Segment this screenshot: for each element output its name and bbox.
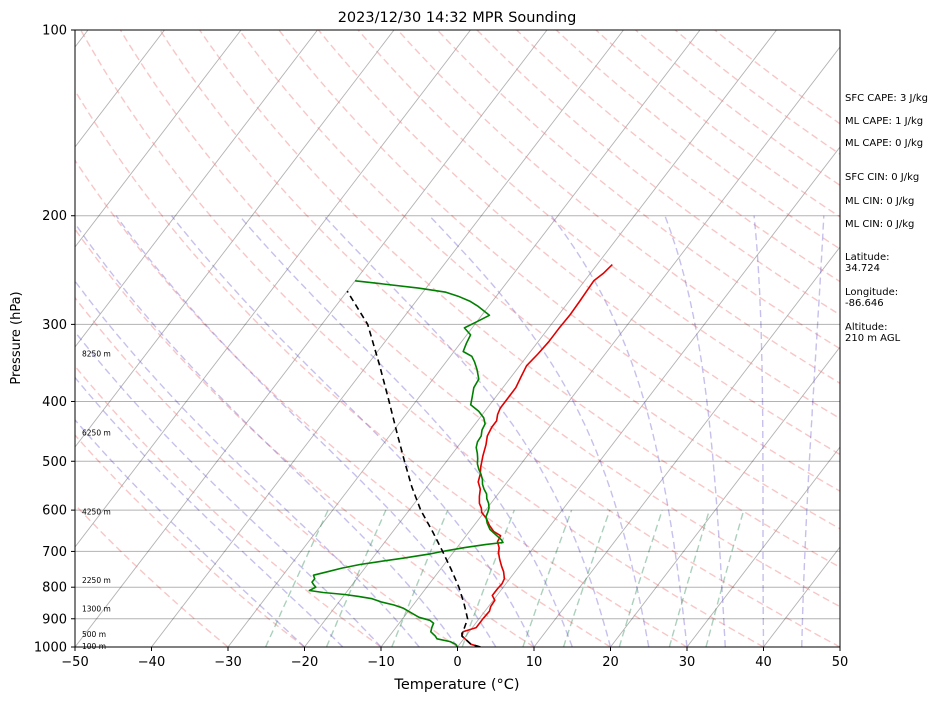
isotherm-line [0, 30, 165, 647]
mixing-ratio-line [669, 510, 709, 647]
y-tick-label: 400 [42, 395, 67, 410]
moist-adiabat-line [754, 216, 763, 647]
x-tick-label: 10 [526, 655, 543, 670]
y-axis-label: Pressure (hPa) [9, 291, 24, 384]
height-label: 2250 m [82, 576, 111, 585]
ml-cape-text: ML CAPE: 1 J/kg [845, 116, 923, 127]
dry-adiabat-line [41, 30, 687, 647]
y-tick-label: 300 [42, 318, 67, 333]
dry-adiabat-line [239, 30, 947, 647]
y-tick-label: 600 [42, 504, 67, 519]
isobar-gridlines [75, 30, 840, 647]
height-label: 100 m [82, 642, 106, 651]
longitude-text: Longitude: -86.646 [845, 287, 898, 309]
ml-cape-text-2: ML CAPE: 0 J/kg [845, 138, 923, 149]
ml-cin-text-2: ML CIN: 0 J/kg [845, 219, 914, 230]
y-tick-label: 700 [42, 545, 67, 560]
isotherm-line [152, 30, 624, 647]
y-tick-label: 800 [42, 581, 67, 596]
y-tick-label: 100 [42, 24, 67, 39]
isotherm-line [381, 30, 853, 647]
mixing-ratio-line [266, 510, 329, 647]
moist-adiabat-line [70, 216, 458, 647]
x-tick-label: −20 [291, 655, 318, 670]
moist-adiabat-line [665, 216, 725, 647]
dry-adiabat-line [2, 30, 611, 647]
mixing-ratio-line [392, 510, 448, 647]
reference-lines [0, 30, 947, 647]
x-tick-label: −30 [214, 655, 241, 670]
ml-cin-text: ML CIN: 0 J/kg [845, 196, 914, 207]
dry-adiabat-line [120, 30, 840, 647]
dry-adiabat-line [200, 30, 947, 647]
y-tick-label: 900 [42, 612, 67, 627]
x-tick-label: 0 [453, 655, 461, 670]
temperature-profile-line [462, 265, 612, 647]
height-label: 500 m [82, 630, 106, 639]
x-tick-label: −10 [367, 655, 394, 670]
y-axis-ticks: 1000 900 800 700 600 500 400 300 200 100 [34, 24, 75, 656]
y-tick-label: 1000 [34, 641, 67, 656]
mixing-ratio-line [706, 510, 744, 647]
x-axis-label: Temperature (°C) [393, 677, 519, 693]
sfc-cin-text: SFC CIN: 0 J/kg [845, 172, 919, 183]
plot-frame [75, 30, 840, 647]
height-label: 1300 m [82, 605, 111, 614]
dry-adiabat-line [0, 30, 457, 647]
y-tick-label: 500 [42, 455, 67, 470]
mixing-ratio-line [564, 510, 610, 647]
y-tick-label: 200 [42, 209, 67, 224]
x-tick-label: −50 [61, 655, 88, 670]
chart-title: 2023/12/30 14:32 MPR Sounding [338, 10, 577, 26]
x-tick-label: 40 [755, 655, 772, 670]
x-tick-label: 20 [602, 655, 619, 670]
height-label: 4250 m [82, 507, 111, 516]
x-axis-ticks: −50 −40 −30 −20 −10 0 10 20 30 40 50 [61, 647, 848, 670]
isotherm-line [0, 30, 471, 647]
latitude-text: Latitude: 34.724 [845, 252, 890, 274]
x-tick-label: 30 [679, 655, 696, 670]
x-tick-label: −40 [138, 655, 165, 670]
moist-adiabat-line [429, 216, 648, 647]
x-tick-label: 50 [832, 655, 849, 670]
height-label: 6250 m [82, 429, 111, 438]
sounding-profiles [309, 265, 612, 647]
isotherm-line [305, 30, 777, 647]
altitude-text: Altitude: 210 m AGL [845, 322, 900, 344]
height-labels: 100 m 500 m 1300 m 2250 m 4250 m 6250 m 8250 m [82, 349, 111, 651]
isotherm-line [75, 30, 547, 647]
sfc-cape-text: SFC CAPE: 3 J/kg [845, 93, 928, 104]
height-label: 8250 m [82, 349, 111, 358]
